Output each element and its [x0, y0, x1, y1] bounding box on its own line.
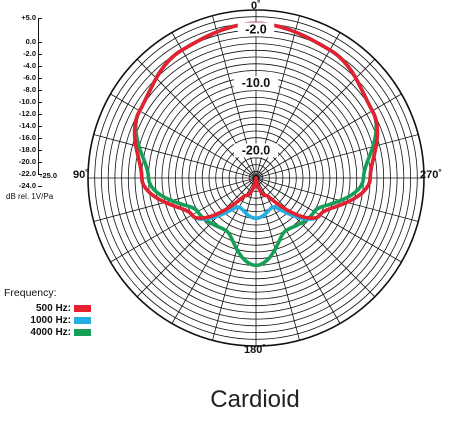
legend-swatch: [74, 329, 91, 336]
db-scale-tick: [38, 162, 42, 163]
legend-label: 1000 Hz:: [30, 315, 71, 326]
grid-spoke: [110, 177, 257, 263]
db-scale-label: -25.0: [40, 171, 58, 180]
db-scale-tick: [38, 90, 42, 91]
db-scale-tick: [38, 138, 42, 139]
db-scale-tick: [38, 114, 42, 115]
legend-item-500hz: 500 Hz:: [4, 303, 91, 314]
legend-title: Frequency:: [4, 287, 57, 299]
legend-swatch: [74, 317, 91, 324]
angle-label-90: 90˚: [73, 169, 89, 181]
angle-label-270: 270˚: [420, 169, 443, 181]
grid-spoke: [136, 177, 257, 298]
db-scale-label: -24.0: [18, 181, 36, 190]
db-scale-tick: [38, 102, 42, 103]
db-scale-label: -14.0: [18, 121, 36, 130]
grid-spoke: [255, 177, 376, 298]
ring-label: -2.0: [245, 22, 267, 36]
grid-spoke: [93, 134, 257, 179]
ring-label: -10.0: [242, 76, 271, 90]
db-scale-label: -12.0: [18, 109, 36, 118]
db-scale-tick: [38, 18, 42, 19]
db-scale-label: -6.0: [23, 73, 36, 82]
db-scale-label: -22.0: [18, 169, 36, 178]
legend: Frequency: 500 Hz: 1000 Hz: 4000 Hz:: [4, 287, 91, 339]
db-scale-label: -10.0: [18, 97, 36, 106]
db-scale-label: +5.0: [21, 13, 36, 22]
ring-label-background: [234, 143, 278, 158]
ring-label: -20.0: [242, 143, 271, 157]
db-scale-tick: [38, 126, 42, 127]
grid-spoke: [255, 177, 300, 341]
grid-spoke: [110, 93, 257, 179]
angle-label-180: 180˚: [244, 344, 267, 356]
grid-spoke: [255, 177, 341, 324]
grid-spoke: [255, 177, 402, 263]
db-scale-label: -20.0: [18, 157, 36, 166]
angle-label-0: 0˚: [251, 0, 261, 12]
legend-swatch: [74, 305, 91, 312]
db-scale-tick: [38, 150, 42, 151]
ring-label-background: [237, 22, 275, 37]
grid-spoke: [255, 177, 419, 222]
grid-spoke: [171, 177, 257, 324]
db-scale-tick: [38, 66, 42, 67]
grid-spoke: [255, 93, 402, 179]
db-scale-tick: [38, 54, 42, 55]
legend-label: 4000 Hz:: [30, 327, 71, 338]
db-scale-label: 0.0: [25, 37, 36, 46]
db-scale-label: -8.0: [23, 85, 36, 94]
db-scale-tick: [38, 186, 42, 187]
legend-item-1000hz: 1000 Hz:: [4, 315, 91, 326]
db-scale-tick: [38, 78, 42, 79]
db-scale-label: -16.0: [18, 133, 36, 142]
db-scale: +5.0 0.0 -2.0 -4.0 -6.0 -8.0 -10.0 -12.0 -14.0 -1…: [0, 10, 75, 210]
db-scale-tick: [38, 42, 42, 43]
db-scale-tick: [38, 174, 42, 175]
grid-spoke: [255, 134, 419, 179]
grid-spoke: [212, 177, 257, 341]
legend-label: 500 Hz:: [35, 303, 71, 314]
ring-label-background: [234, 76, 278, 91]
grid-spoke: [93, 177, 257, 222]
legend-item-4000hz: 4000 Hz:: [4, 327, 91, 338]
db-scale-axis: [38, 18, 39, 174]
pattern-name: Cardioid: [210, 386, 300, 413]
db-scale-label: -4.0: [23, 61, 36, 70]
db-unit-label: dB rel. 1V/Pa: [6, 192, 54, 201]
db-scale-label: -2.0: [23, 49, 36, 58]
db-scale-label: -18.0: [18, 145, 36, 154]
